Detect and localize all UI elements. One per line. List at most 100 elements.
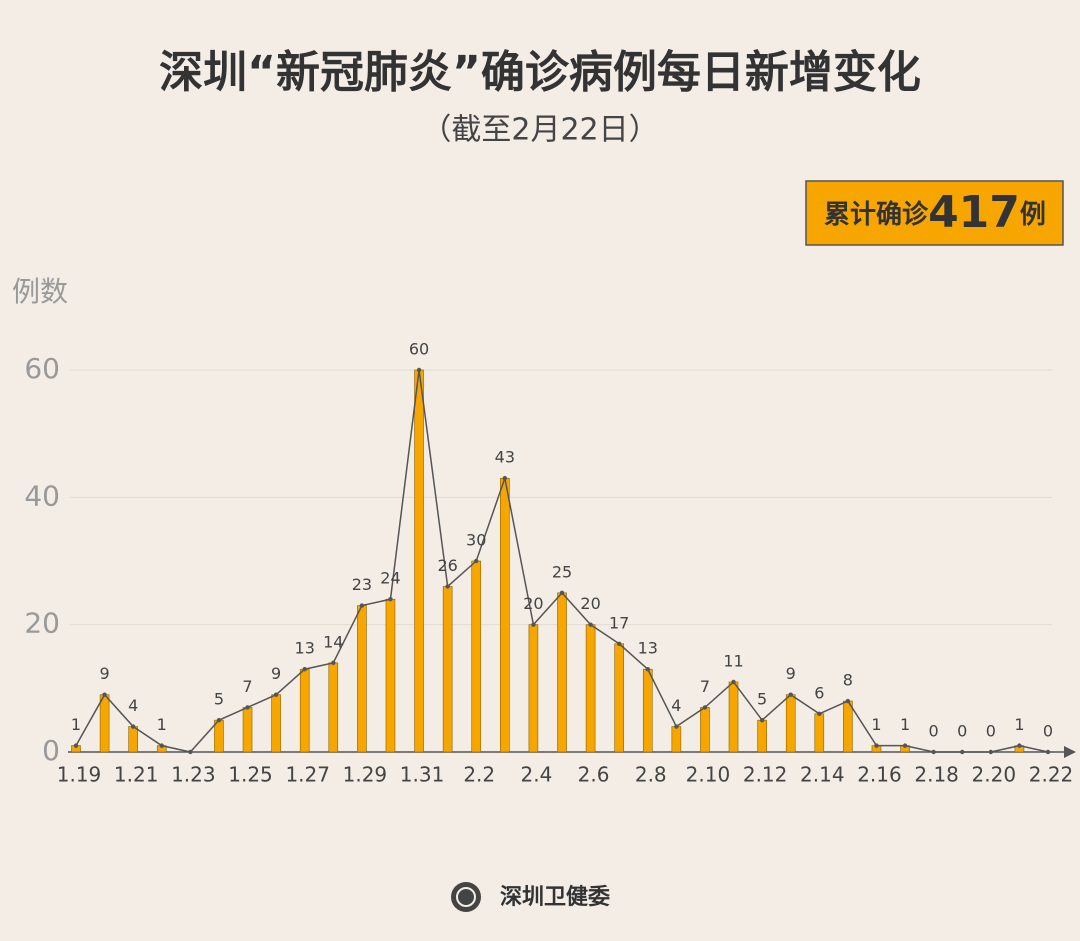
bar: [242, 707, 253, 753]
y-tick-label: 40: [24, 479, 60, 512]
x-tick-label: 1.21: [114, 763, 159, 787]
trend-point: [416, 367, 422, 373]
trend-point: [788, 692, 793, 697]
bar: [700, 707, 710, 753]
value-label: 0: [957, 722, 967, 741]
value-label: 7: [242, 677, 252, 696]
x-tick-label: 2.22: [1029, 763, 1074, 787]
bar: [785, 694, 796, 753]
bar: [414, 369, 424, 753]
x-axis-arrow: [1064, 746, 1076, 758]
value-label: 14: [323, 632, 343, 651]
value-label: 5: [757, 690, 767, 709]
trend-point: [645, 667, 650, 672]
x-tick-label: 2.18: [914, 763, 959, 787]
trend-point: [474, 558, 479, 564]
value-label: 1: [900, 715, 910, 734]
trend-point: [988, 749, 994, 755]
value-label: 17: [609, 613, 629, 632]
bar: [728, 681, 739, 753]
value-label: 9: [271, 664, 281, 683]
trend-point: [188, 749, 193, 755]
source-logo: [451, 882, 481, 912]
x-tick-label: 1.25: [228, 763, 273, 787]
trend-point: [331, 660, 336, 666]
total-box: [805, 180, 1064, 246]
value-label: 8: [843, 671, 853, 690]
value-label: 5: [214, 690, 224, 709]
total-value: 417: [928, 187, 1020, 238]
bar: [528, 624, 539, 753]
trend-point: [616, 641, 622, 646]
bar: [757, 719, 767, 753]
trend-point: [159, 743, 164, 748]
trend-point: [359, 603, 365, 608]
bar: [385, 598, 396, 753]
bar: [328, 662, 339, 753]
source: 深圳卫健委: [500, 884, 610, 910]
total-prefix: 累计确诊: [824, 199, 929, 230]
x-tick-label: 2.8: [635, 763, 667, 787]
bar: [557, 592, 567, 753]
bar: [843, 700, 853, 753]
value-label: 4: [671, 696, 681, 715]
value-label: 0: [1043, 722, 1053, 741]
bar: [442, 586, 453, 753]
y-tick-label: 60: [24, 352, 60, 385]
x-tick-label: 2.6: [578, 763, 610, 787]
value-label: 20: [523, 594, 543, 613]
value-label: 30: [466, 531, 486, 550]
total-suffix: 例: [1020, 200, 1046, 230]
trend-point: [531, 622, 536, 627]
y-tick-label: 20: [24, 607, 60, 640]
trend-point: [445, 584, 450, 589]
value-label: 0: [986, 722, 996, 741]
bar: [99, 694, 110, 753]
bar: [614, 643, 624, 753]
trend-point: [845, 698, 851, 704]
value-label: 13: [638, 639, 658, 658]
y-axis-label: 例数: [12, 275, 68, 308]
trend-point: [1045, 749, 1051, 755]
trend-point: [102, 692, 107, 697]
bar: [585, 624, 596, 753]
x-tick-label: 1.23: [171, 763, 216, 787]
bar: [671, 726, 682, 753]
trend-point: [245, 705, 250, 710]
y-tick-label: 0: [42, 734, 60, 767]
trend-point: [73, 743, 79, 748]
x-tick-label: 2.4: [521, 763, 553, 787]
value-label: 60: [409, 340, 429, 359]
trend-point: [273, 692, 279, 697]
x-tick-label: 1.27: [285, 763, 330, 787]
x-tick-label: 1.19: [57, 763, 102, 787]
value-label: 6: [814, 683, 824, 702]
trend-point: [902, 743, 908, 748]
x-tick-label: 1.29: [343, 763, 388, 787]
value-label: 1: [71, 715, 81, 734]
value-label: 1: [157, 715, 167, 734]
trend-point: [817, 711, 822, 716]
value-label: 23: [352, 575, 372, 594]
trend-point: [874, 743, 879, 748]
value-label: 9: [99, 664, 109, 683]
bar: [271, 694, 281, 753]
trend-point: [674, 724, 679, 729]
value-label: 13: [295, 639, 315, 658]
value-label: 43: [495, 448, 515, 467]
trend-point: [960, 749, 965, 755]
x-tick-label: 2.2: [463, 763, 495, 787]
x-tick-label: 2.12: [743, 763, 788, 787]
bar: [357, 605, 367, 753]
x-tick-label: 2.10: [686, 763, 731, 787]
value-label: 20: [580, 594, 600, 613]
trend-point: [588, 622, 593, 627]
value-label: 25: [552, 562, 572, 581]
value-label: 9: [786, 664, 796, 683]
bar: [299, 668, 310, 753]
value-label: 4: [128, 696, 138, 715]
trend-point: [702, 705, 708, 710]
trend-point: [559, 590, 565, 596]
